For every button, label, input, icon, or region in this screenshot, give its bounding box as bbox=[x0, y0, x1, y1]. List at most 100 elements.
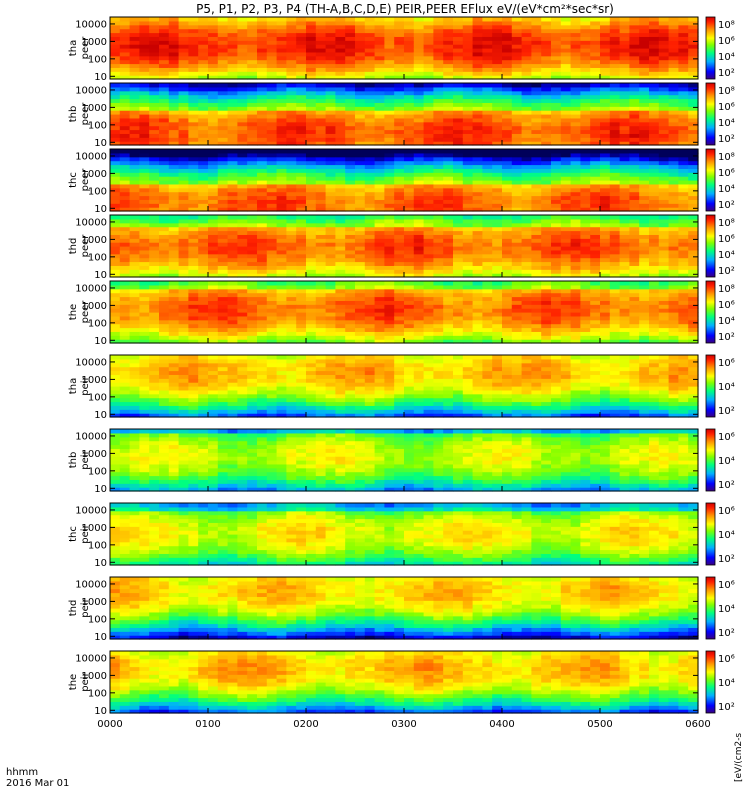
heatmap-cell bbox=[413, 207, 425, 212]
heatmap-cell bbox=[502, 218, 513, 224]
heatmap-cell bbox=[208, 32, 219, 37]
heatmap-cell bbox=[502, 257, 513, 263]
heatmap-cell bbox=[531, 183, 542, 189]
heatmap-cell bbox=[462, 137, 474, 142]
heatmap-cell bbox=[355, 67, 366, 72]
heatmap-cell bbox=[355, 199, 366, 204]
heatmap-cell bbox=[276, 129, 287, 134]
heatmap-cell bbox=[658, 168, 670, 173]
y-tick-label: 100 bbox=[88, 120, 107, 131]
heatmap-cell bbox=[374, 292, 385, 298]
heatmap-cell bbox=[492, 300, 503, 305]
heatmap-cell bbox=[678, 230, 689, 235]
heatmap-cell bbox=[511, 265, 523, 270]
heatmap-cell bbox=[286, 164, 297, 169]
heatmap-cell bbox=[149, 265, 160, 270]
heatmap-cell bbox=[178, 191, 189, 197]
heatmap-cell bbox=[502, 102, 513, 107]
heatmap-cell bbox=[404, 207, 415, 212]
heatmap-cell bbox=[364, 129, 376, 134]
heatmap-cell bbox=[600, 226, 611, 232]
heatmap-cell bbox=[433, 176, 444, 181]
heatmap-cell bbox=[688, 125, 699, 131]
heatmap-cell bbox=[355, 125, 366, 131]
heatmap-cell bbox=[609, 308, 621, 313]
heatmap-cell bbox=[384, 121, 395, 127]
heatmap-cell bbox=[296, 300, 307, 305]
heatmap-cell bbox=[315, 86, 327, 92]
heatmap-cell bbox=[600, 323, 611, 329]
heatmap-cell bbox=[590, 75, 601, 80]
heatmap-cell bbox=[413, 218, 425, 224]
heatmap-cell bbox=[286, 168, 297, 173]
heatmap-cell bbox=[237, 59, 248, 65]
heatmap-cell bbox=[139, 98, 150, 103]
heatmap-cell bbox=[521, 284, 532, 290]
heatmap-cell bbox=[208, 308, 219, 313]
heatmap-cell bbox=[678, 203, 689, 208]
heatmap-cell bbox=[257, 17, 268, 22]
heatmap-cell bbox=[404, 44, 415, 49]
heatmap-cell bbox=[355, 308, 366, 313]
heatmap-cell bbox=[208, 331, 219, 336]
heatmap-cell bbox=[639, 281, 650, 286]
heatmap-cell bbox=[639, 284, 650, 290]
heatmap-cell bbox=[178, 137, 189, 142]
heatmap-cell bbox=[315, 125, 327, 131]
heatmap-cell bbox=[560, 199, 572, 204]
heatmap-cell bbox=[129, 36, 140, 41]
heatmap-cell bbox=[570, 44, 581, 49]
heatmap-cell bbox=[423, 102, 434, 107]
heatmap-cell bbox=[658, 288, 670, 294]
heatmap-cell bbox=[531, 339, 542, 344]
heatmap-cell bbox=[119, 86, 131, 92]
heatmap-cell bbox=[482, 102, 493, 107]
heatmap-cell bbox=[188, 230, 199, 235]
heatmap-cell bbox=[119, 133, 131, 138]
heatmap-cell bbox=[208, 75, 219, 80]
heatmap-cell bbox=[462, 288, 474, 294]
heatmap-cell bbox=[315, 129, 327, 134]
heatmap-cell bbox=[658, 156, 670, 162]
heatmap-cell bbox=[355, 114, 366, 119]
heatmap-cell bbox=[139, 20, 150, 26]
heatmap-cell bbox=[531, 288, 542, 294]
heatmap-cell bbox=[433, 335, 444, 340]
heatmap-cell bbox=[649, 312, 660, 317]
heatmap-cell bbox=[609, 121, 621, 127]
heatmap-cell bbox=[649, 249, 660, 255]
heatmap-cell bbox=[688, 218, 699, 224]
colorbar-tick-label: 10² bbox=[718, 68, 735, 79]
heatmap-cell bbox=[266, 17, 278, 22]
heatmap-cell bbox=[688, 183, 699, 189]
heatmap-cell bbox=[159, 32, 170, 37]
heatmap-cell bbox=[609, 129, 621, 134]
heatmap-cell bbox=[649, 67, 660, 72]
heatmap-cell bbox=[531, 24, 542, 30]
heatmap-cell bbox=[384, 222, 395, 228]
heatmap-cell bbox=[502, 284, 513, 290]
heatmap-cell bbox=[296, 125, 307, 131]
heatmap-cell bbox=[521, 215, 532, 220]
heatmap-cell bbox=[678, 17, 689, 22]
heatmap-cell bbox=[178, 300, 189, 305]
heatmap-cell bbox=[649, 94, 660, 100]
heatmap-cell bbox=[335, 40, 346, 45]
heatmap-cell bbox=[129, 413, 140, 418]
heatmap-cell bbox=[335, 308, 346, 313]
heatmap-cell bbox=[188, 149, 199, 154]
heatmap-cell bbox=[335, 323, 346, 329]
heatmap-cell bbox=[198, 183, 209, 189]
heatmap-cell bbox=[139, 401, 150, 406]
heatmap-cell bbox=[600, 195, 611, 200]
heatmap-cell bbox=[247, 160, 258, 166]
heatmap-cell bbox=[257, 203, 268, 208]
heatmap-cell bbox=[296, 319, 307, 325]
heatmap-cell bbox=[521, 63, 532, 68]
heatmap-cell bbox=[345, 51, 356, 57]
heatmap-cell bbox=[639, 106, 650, 111]
heatmap-cell bbox=[286, 300, 297, 305]
heatmap-cell bbox=[355, 55, 366, 61]
heatmap-cell bbox=[521, 288, 532, 294]
heatmap-cell bbox=[325, 300, 336, 305]
